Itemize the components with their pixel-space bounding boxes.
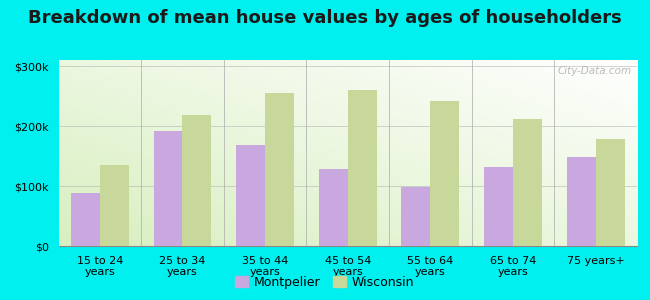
Bar <box>153 131 183 246</box>
Bar <box>402 187 430 246</box>
Bar <box>265 93 294 246</box>
Bar <box>567 157 595 246</box>
Bar <box>71 193 100 246</box>
Bar <box>236 145 265 246</box>
Bar <box>348 90 377 246</box>
Text: Breakdown of mean house values by ages of householders: Breakdown of mean house values by ages o… <box>28 9 622 27</box>
Bar <box>100 165 129 246</box>
Bar <box>513 119 542 246</box>
Bar <box>484 167 513 246</box>
Bar <box>430 101 460 246</box>
Bar <box>595 139 625 246</box>
Legend: Montpelier, Wisconsin: Montpelier, Wisconsin <box>231 271 419 294</box>
Bar <box>318 169 348 246</box>
Bar <box>183 115 211 246</box>
Text: City-Data.com: City-Data.com <box>557 66 631 76</box>
